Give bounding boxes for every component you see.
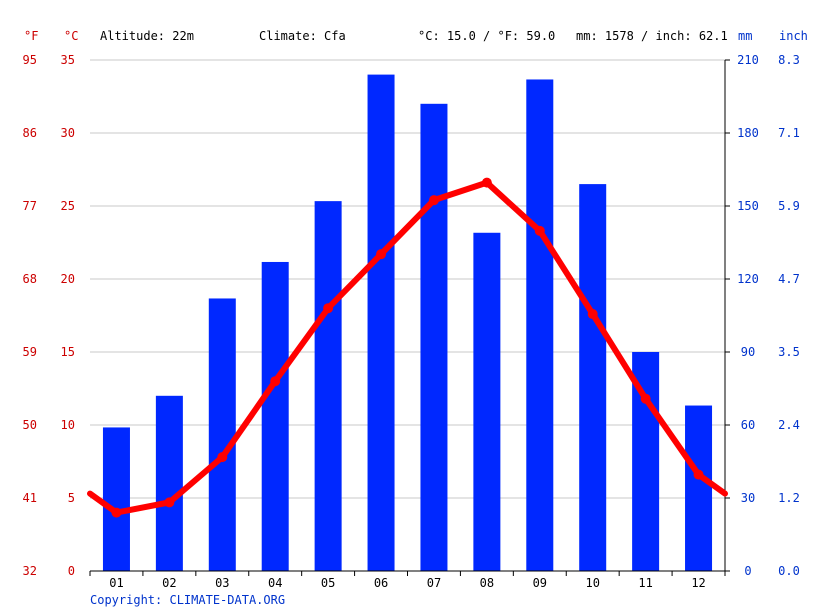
x-tick-label: 08 [480,576,494,590]
fahrenheit-tick-label: 68 [23,272,37,286]
mm-tick-label: 150 [737,199,759,213]
mm-tick-label: 60 [741,418,755,432]
precipitation-bars [102,74,713,572]
temperature-point [428,195,439,206]
climate-label: Climate: Cfa [259,29,346,43]
x-tick-label: 03 [215,576,229,590]
precipitation-bar [420,103,448,572]
precipitation-bar [314,201,342,571]
temperature-point [376,249,387,260]
precipitation-bar [208,298,236,571]
fahrenheit-tick-label: 41 [23,491,37,505]
inch-tick-label: 5.9 [778,199,800,213]
celsius-tick-label: 5 [68,491,75,505]
temperature-point [640,393,651,404]
celsius-tick-label: 10 [61,418,75,432]
temperature-series-line [87,179,728,516]
inch-tick-label: 3.5 [778,345,800,359]
fahrenheit-tick-label: 50 [23,418,37,432]
inch-tick-label: 2.4 [778,418,800,432]
mm-tick-label: 0 [744,564,751,578]
x-tick-label: 09 [533,576,547,590]
grid-lines [90,59,725,499]
precipitation-bar [261,261,289,571]
mm-tick-label: 90 [741,345,755,359]
celsius-tick-label: 15 [61,345,75,359]
x-tick-label: 01 [109,576,123,590]
precipitation-bar [685,405,713,571]
celsius-tick-label: 25 [61,199,75,213]
tick-labels: 01 02 03 04 05 06 07 08 09 10 11 123241505968778695… [23,53,800,590]
x-tick-label: 06 [374,576,388,590]
copyright-text: Copyright: CLIMATE-DATA.ORG [90,593,285,607]
temperature-point [693,469,704,480]
inch-unit-label: inch [779,29,808,43]
x-tick-label: 11 [638,576,652,590]
precipitation-bar [155,395,183,571]
mm-tick-label: 180 [737,126,759,140]
fahrenheit-tick-label: 86 [23,126,37,140]
temperature-point [111,507,122,518]
temperature-line [87,177,728,518]
x-tick-label: 04 [268,576,282,590]
avg-temperature-label: °C: 15.0 / °F: 59.0 [418,29,555,43]
mm-unit-label: mm [738,29,752,43]
mm-tick-label: 30 [741,491,755,505]
precipitation-bar [526,79,554,571]
temperature-point [481,177,492,188]
inch-tick-label: 7.1 [778,126,800,140]
fahrenheit-tick-label: 77 [23,199,37,213]
temperature-point [164,497,175,508]
mm-tick-label: 210 [737,53,759,67]
temperature-point [217,452,228,463]
temperature-point [587,309,598,320]
fahrenheit-tick-label: 95 [23,53,37,67]
celsius-tick-label: 0 [68,564,75,578]
precipitation-bar [473,232,501,571]
x-tick-label: 10 [585,576,599,590]
precipitation-bar [367,74,395,571]
fahrenheit-unit-label: °F [24,29,38,43]
x-tick-label: 05 [321,576,335,590]
precipitation-bar [579,184,607,571]
precipitation-total-label: mm: 1578 / inch: 62.1 [576,29,728,43]
precipitation-bar [102,427,130,571]
celsius-tick-label: 35 [61,53,75,67]
axes [89,59,730,576]
temperature-point [270,376,281,387]
inch-tick-label: 1.2 [778,491,800,505]
celsius-unit-label: °C [64,29,78,43]
inch-tick-label: 0.0 [778,564,800,578]
x-tick-label: 07 [427,576,441,590]
temperature-point [534,225,545,236]
altitude-label: Altitude: 22m [100,29,194,43]
fahrenheit-tick-label: 32 [23,564,37,578]
fahrenheit-tick-label: 59 [23,345,37,359]
temperature-point [323,303,334,314]
celsius-tick-label: 20 [61,272,75,286]
mm-tick-label: 120 [737,272,759,286]
x-tick-label: 12 [691,576,705,590]
x-tick-label: 02 [162,576,176,590]
celsius-tick-label: 30 [61,126,75,140]
inch-tick-label: 8.3 [778,53,800,67]
inch-tick-label: 4.7 [778,272,800,286]
